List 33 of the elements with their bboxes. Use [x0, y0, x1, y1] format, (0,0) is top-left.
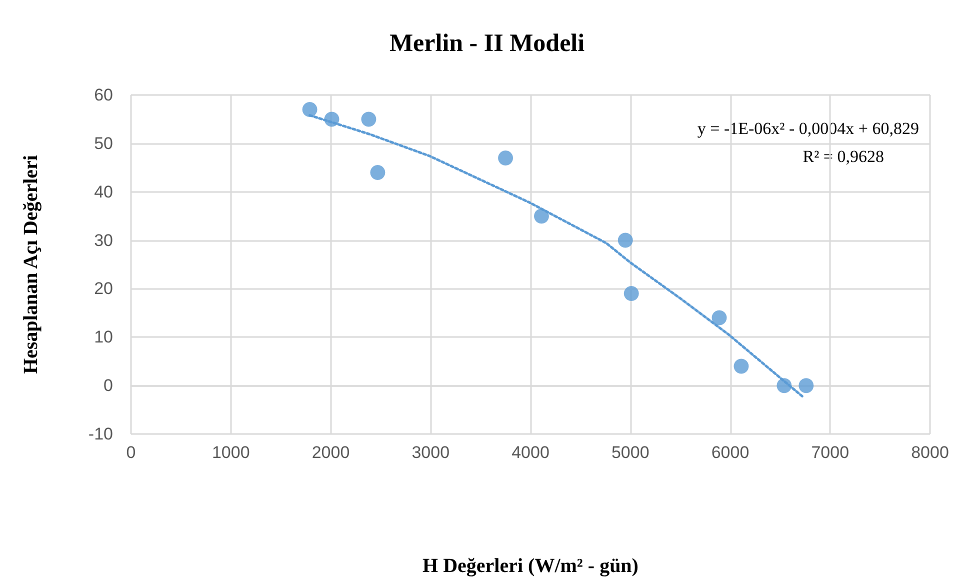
point [534, 208, 549, 224]
x-tick-label: 0 [126, 443, 136, 462]
y-tick-label: 30 [94, 230, 113, 250]
x-tick-label: 5000 [611, 443, 650, 462]
y-tick-label: 10 [94, 328, 113, 347]
point [618, 232, 633, 248]
point [712, 310, 727, 326]
y-tick-label: 40 [94, 182, 113, 202]
point [498, 150, 514, 166]
annotation: y = -1E-06x² - 0,0004x + 60,829 [697, 119, 919, 138]
point [798, 378, 814, 394]
point [624, 286, 639, 302]
y-tick-label: 0 [104, 376, 113, 396]
point [302, 102, 318, 118]
point [734, 358, 749, 374]
y-tick-label: -10 [88, 424, 113, 444]
y-tick-label: 20 [94, 279, 113, 298]
x-tick-label: 2000 [312, 443, 350, 462]
point [361, 112, 376, 127]
chart-title: Merlin - II Modeli [389, 30, 585, 57]
x-tick-label: 4000 [512, 443, 550, 462]
x-tick-label: 6000 [711, 443, 750, 462]
y-axis-title: Hesaplanan Açı Değerleri [20, 154, 42, 374]
x-tick-label: 1000 [212, 443, 250, 462]
y-tick-label: 50 [94, 134, 113, 153]
x-tick-label: 3000 [412, 443, 450, 462]
point [776, 378, 792, 394]
point [324, 112, 340, 127]
x-tick-label: 7000 [811, 443, 850, 462]
x-tick-label: 8000 [911, 443, 949, 462]
x-axis-title: H Değerleri (W/m² - gün) [422, 555, 638, 577]
point [370, 164, 386, 180]
y-tick-label: 60 [94, 86, 113, 104]
